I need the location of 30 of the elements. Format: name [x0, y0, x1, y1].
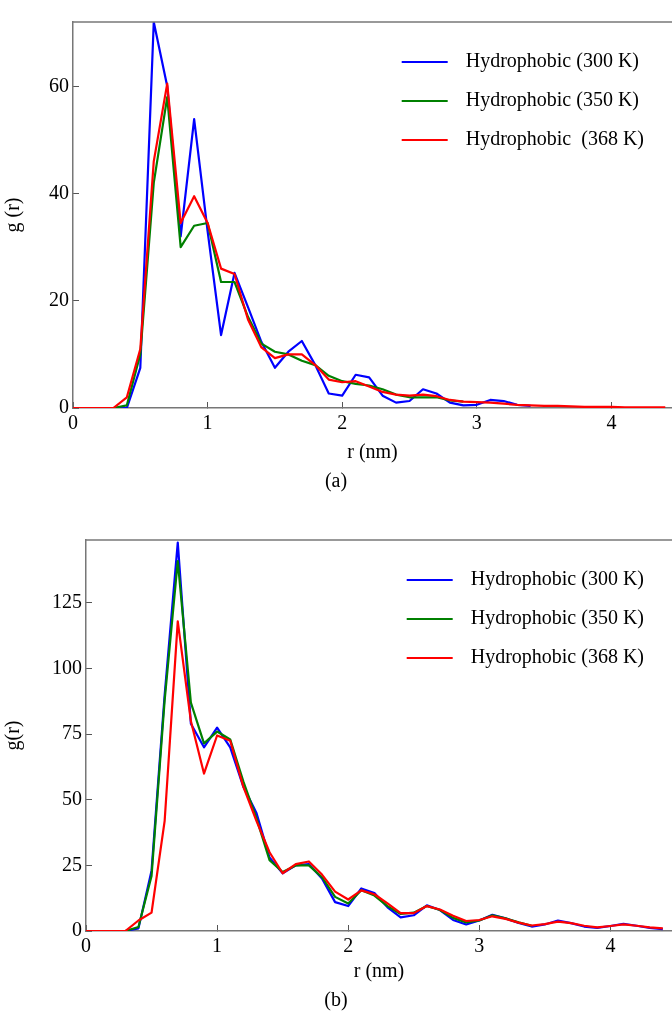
- y-tick-label: 75: [62, 721, 82, 744]
- x-tick-label: 4: [605, 934, 616, 957]
- legend-label: Hydrophobic (368 K): [465, 127, 645, 151]
- y-tick-label: 0: [59, 395, 69, 418]
- x-axis-title: r (nm): [347, 440, 398, 464]
- x-tick-label: 2: [343, 934, 354, 957]
- legend-label: Hydrophobic (350 K): [465, 88, 640, 112]
- y-axis-title: g(r): [1, 720, 25, 751]
- text: (b): [323, 987, 349, 1012]
- x-tick-label: 1: [212, 934, 223, 957]
- legend-label: Hydrophobic (300 K): [465, 49, 640, 73]
- y-tick-label: 125: [52, 590, 82, 613]
- x-axis-title: r (nm): [353, 959, 405, 983]
- y-tick-label: 60: [49, 73, 69, 96]
- y-tick-label: 25: [62, 852, 82, 875]
- y-tick-label: 50: [62, 787, 82, 810]
- legend-label: Hydrophobic (350 K): [470, 606, 645, 630]
- legend-label: Hydrophobic (368 K): [470, 645, 645, 669]
- y-tick-label: 0: [72, 918, 82, 941]
- y-tick-label: 40: [49, 180, 69, 203]
- y-tick-label: 20: [49, 288, 69, 311]
- x-tick-label: 4: [606, 411, 617, 434]
- x-tick-label: 2: [337, 411, 348, 434]
- legend-label: Hydrophobic (300 K): [470, 567, 645, 591]
- x-tick-label: 1: [202, 411, 213, 434]
- x-tick-label: 3: [474, 934, 485, 957]
- y-axis-title: g (r): [1, 197, 25, 233]
- text: (a): [323, 468, 349, 494]
- y-tick-label: 100: [52, 655, 82, 678]
- x-tick-label: 3: [471, 411, 482, 434]
